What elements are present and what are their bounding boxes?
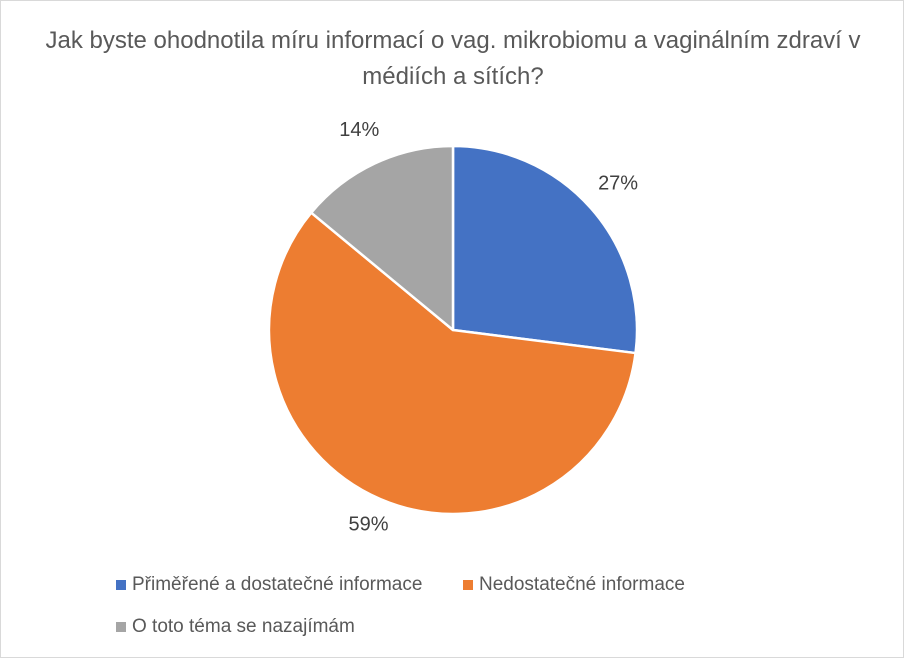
legend-swatch-gray [116, 622, 126, 632]
data-label-nezajimam: 14% [339, 119, 379, 141]
legend-label: O toto téma se nazajímám [132, 616, 355, 637]
data-label-primerene: 27% [598, 173, 638, 195]
legend-swatch-blue [116, 580, 126, 590]
legend-item-nedostatecne: Nedostatečné informace [463, 574, 685, 596]
data-label-nedostatecne: 59% [349, 514, 389, 536]
legend-swatch-orange [463, 580, 473, 590]
legend-item-nezajimam: O toto téma se nazajímám [116, 616, 355, 638]
chart-title: Jak byste ohodnotila míru informací o va… [45, 27, 861, 90]
slice-nezajimam [309, 144, 455, 332]
legend-item-primerene: Přiměřené a dostatečné informace [116, 574, 422, 596]
slice-primerene [451, 144, 639, 355]
legend-label: Přiměřené a dostatečné informace [132, 574, 423, 595]
legend-label: Nedostatečné informace [479, 574, 685, 595]
slice-nedostatecne [267, 211, 637, 516]
